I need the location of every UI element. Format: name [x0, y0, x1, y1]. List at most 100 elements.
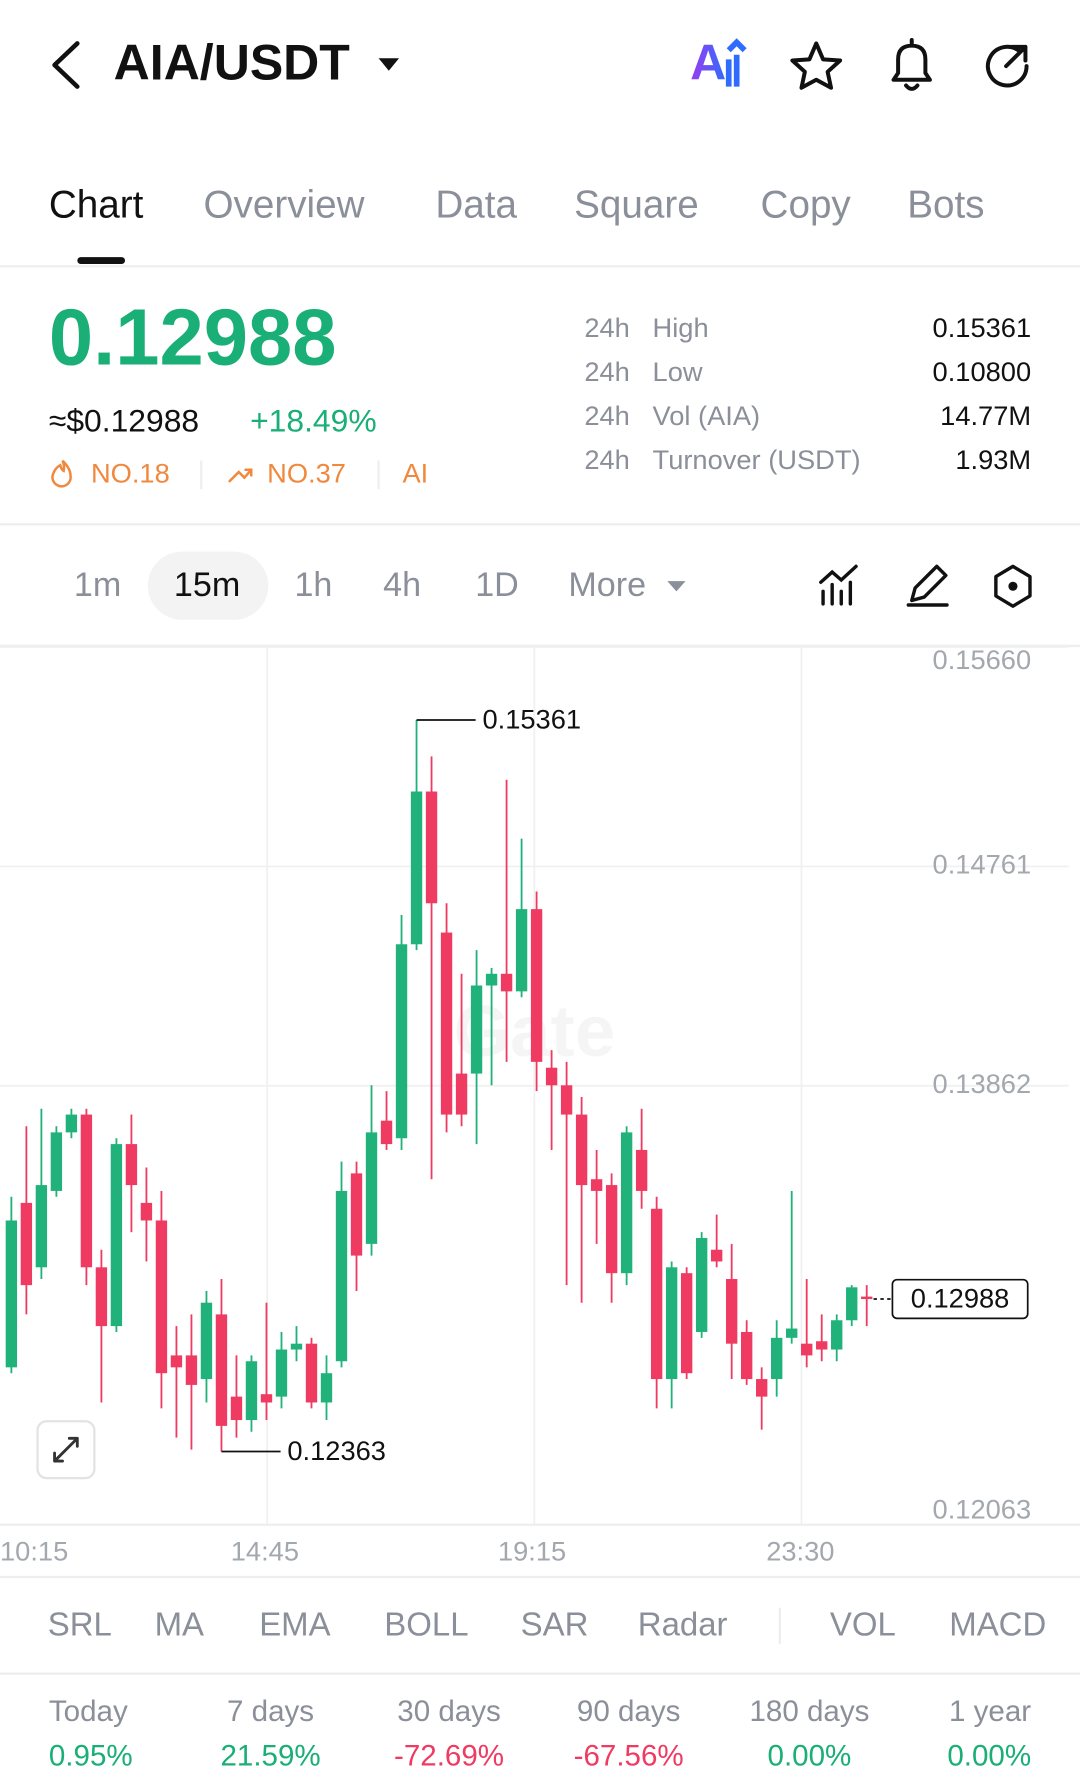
indicator-tab[interactable]: Radar [638, 1606, 728, 1643]
performance: Today 0.95% 7 days 21.59% 30 days -72.69% 90 d… [49, 1695, 1031, 1772]
candle-body [710, 1249, 723, 1262]
more-caret[interactable] [667, 581, 686, 592]
period-change: -67.56% [574, 1740, 684, 1773]
candle-body [635, 1149, 648, 1191]
share-button[interactable] [985, 44, 1029, 88]
stat-period: 24h [584, 400, 630, 431]
stat-period: 24h [584, 356, 630, 387]
stat-period: 24h [584, 312, 630, 343]
candle-body [590, 1179, 603, 1191]
last-price: 0.12988 [49, 293, 337, 382]
active-interval-pill [147, 551, 269, 620]
candle-body [695, 1238, 708, 1332]
indicator-tab[interactable]: MACD [949, 1606, 1046, 1643]
ai-icon[interactable]: A [690, 34, 726, 90]
interval[interactable]: More [568, 566, 646, 604]
rank-tag[interactable]: NO.37 [267, 458, 346, 489]
candle-body [650, 1208, 663, 1380]
candle-body [410, 791, 423, 945]
stat-value: 1.93M [955, 444, 1031, 475]
period-change: 0.00% [768, 1740, 852, 1773]
rank-tag[interactable]: NO.18 [91, 458, 170, 489]
candle-body [786, 1328, 798, 1338]
candle-body [500, 973, 513, 992]
x-tick-label: 19:15 [498, 1535, 566, 1566]
tab[interactable]: Data [435, 183, 517, 226]
indicator-tab[interactable]: SRL [48, 1606, 112, 1643]
period-change: 0.00% [947, 1740, 1031, 1773]
candle-body [425, 791, 438, 904]
candle-body [320, 1373, 333, 1403]
stat-label: Turnover (USDT) [653, 444, 861, 475]
draw-button[interactable] [906, 564, 949, 607]
candle-body [305, 1343, 318, 1403]
pair-title[interactable]: AIA/USDT [114, 34, 351, 90]
y-tick-label: 0.15660 [933, 644, 1032, 675]
candle-body [335, 1190, 348, 1362]
interval[interactable]: 15m [174, 566, 240, 604]
stat-period: 24h [584, 444, 630, 475]
high-marker-label: 0.15361 [482, 703, 581, 734]
candle-body [5, 1220, 18, 1368]
indicator-tab[interactable]: VOL [830, 1606, 896, 1643]
stat-value: 14.77M [940, 400, 1031, 431]
candle-body [440, 932, 453, 1115]
candle-body [365, 1132, 378, 1244]
alert-button[interactable] [891, 38, 932, 91]
candle-body [80, 1114, 93, 1268]
indicator-button[interactable] [819, 564, 858, 606]
fullscreen-icon [53, 1436, 79, 1463]
pair-dropdown[interactable] [378, 58, 400, 71]
candle-body [665, 1267, 678, 1380]
candle-body [470, 985, 483, 1074]
tab[interactable]: Bots [907, 183, 984, 226]
tab[interactable]: Square [574, 183, 699, 226]
candle-body [560, 1085, 573, 1115]
last-price-label: 0.12988 [911, 1282, 1010, 1313]
interval[interactable]: 4h [383, 566, 421, 604]
candle-body [125, 1144, 138, 1186]
candle-body [65, 1114, 78, 1133]
price-change: +18.49% [250, 403, 377, 439]
tab[interactable]: Overview [203, 183, 364, 226]
candle-body [185, 1355, 198, 1385]
last-price-box [891, 1278, 1029, 1320]
period-change: 21.59% [220, 1740, 320, 1773]
indicator-tab[interactable]: BOLL [384, 1606, 468, 1643]
tab[interactable]: Chart [49, 183, 144, 226]
indicator-tab[interactable]: EMA [259, 1606, 330, 1643]
tab[interactable]: Copy [761, 183, 852, 226]
back-button[interactable] [52, 41, 80, 89]
candle-body [275, 1349, 288, 1397]
tab-bar: Chart Overview Data Square Copy Bots [49, 183, 985, 226]
candle-body [846, 1287, 858, 1321]
candle-body [245, 1361, 258, 1421]
indicator-tab[interactable]: MA [155, 1606, 204, 1643]
stat-value: 0.10800 [933, 356, 1032, 387]
candle-body [680, 1273, 693, 1374]
period-label: 180 days [749, 1695, 869, 1728]
x-tick-label: 10:15 [0, 1535, 68, 1566]
candle-body [831, 1320, 843, 1350]
candles [5, 720, 873, 1452]
interval[interactable]: 1m [74, 566, 121, 604]
indicator-tab[interactable]: SAR [521, 1606, 589, 1643]
interval[interactable]: 1D [475, 566, 519, 604]
period-change: 0.95% [49, 1740, 133, 1773]
interval-bar: 1m 15m 1h 4h 1D More [74, 566, 646, 604]
usd-price: ≈$0.12988 [49, 403, 199, 439]
rank-tag[interactable]: AI [402, 458, 428, 489]
y-tick-label: 0.12063 [933, 1493, 1032, 1524]
period-label: 1 year [949, 1695, 1031, 1728]
candle-body [230, 1396, 243, 1421]
candle-body [215, 1314, 228, 1426]
candle-body [620, 1132, 633, 1274]
favorite-button[interactable] [790, 41, 843, 90]
settings-button[interactable] [994, 564, 1032, 608]
period-label: 7 days [227, 1695, 314, 1728]
candle-body [170, 1355, 183, 1368]
interval[interactable]: 1h [294, 566, 332, 604]
candle-body [140, 1202, 153, 1221]
